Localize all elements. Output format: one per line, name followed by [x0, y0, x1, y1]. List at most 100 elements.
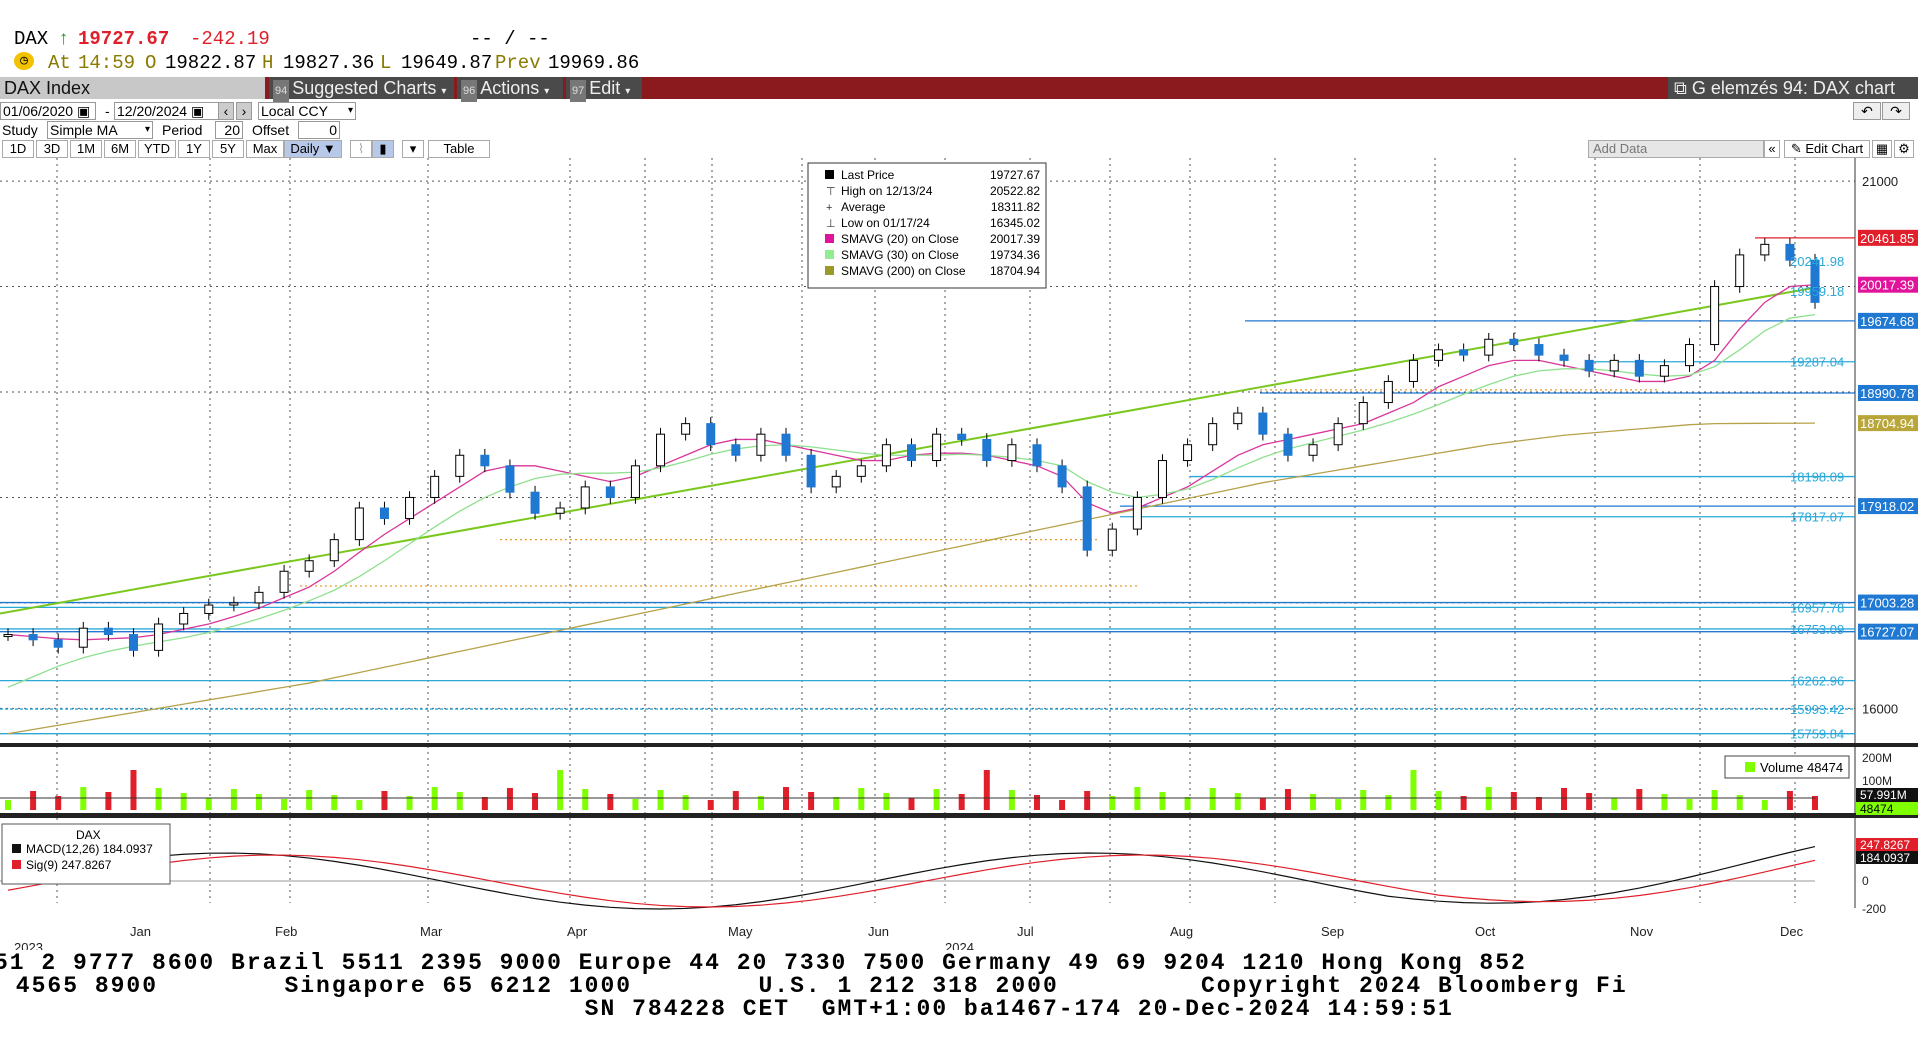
study-value: Simple MA [50, 122, 118, 138]
next-period-button[interactable]: › [236, 102, 252, 120]
price-tag-bg [1858, 229, 1918, 246]
start-date-input[interactable]: 01/06/2020 ▣ [0, 102, 96, 120]
edit-menu[interactable]: 97 Edit ▾ [566, 77, 642, 102]
tf-5y[interactable]: 5Y [212, 140, 244, 158]
level-value-label: 19959.18 [1790, 284, 1844, 299]
x-tick-label: Nov [1630, 924, 1654, 939]
candle-body [379, 507, 389, 520]
support-resistance-lines [0, 237, 1855, 735]
candle-body [1082, 486, 1092, 551]
tf-1y[interactable]: 1Y [178, 140, 210, 158]
study-select[interactable]: Simple MA ▾ [47, 121, 153, 139]
volume-bar [607, 794, 614, 810]
volume-bar [1360, 790, 1367, 810]
volume-bar [406, 796, 413, 810]
candle-body [681, 423, 691, 435]
level-value-label: 16957.78 [1790, 600, 1844, 615]
legend-value: 18704.94 [990, 264, 1040, 278]
legend-swatch [825, 266, 834, 275]
collapse-button[interactable]: « [1764, 140, 1780, 158]
tf-6m[interactable]: 6M [104, 140, 136, 158]
period-input[interactable]: 20 [215, 121, 243, 139]
end-date-input[interactable]: 12/20/2024 ▣ [114, 102, 220, 120]
volume-bar [5, 800, 11, 810]
tf-1m[interactable]: 1M [70, 140, 102, 158]
x-tick-label: 2024 [945, 940, 974, 950]
candle-body [53, 639, 63, 648]
legend-swatch [825, 250, 834, 259]
suggested-charts-menu[interactable]: 94 Suggested Charts ▾ [269, 77, 454, 102]
tf-max[interactable]: Max [246, 140, 284, 158]
legend-value: 16345.02 [990, 216, 1040, 230]
tf-1d[interactable]: 1D [2, 140, 34, 158]
currency-select[interactable]: Local CCY ▾ [258, 102, 356, 120]
candle-body [530, 491, 540, 514]
volume-bar [1661, 794, 1668, 810]
candle-body [304, 560, 314, 572]
chart-settings-button[interactable]: ▦ [1872, 140, 1892, 158]
currency-value: Local CCY [261, 103, 328, 119]
candle-body [881, 444, 891, 467]
actions-label: Actions [480, 78, 540, 98]
candle-body [831, 475, 841, 488]
candle-body [1308, 444, 1318, 456]
price-tag: 19674.68 [1860, 314, 1914, 329]
level-value-label: 15993.42 [1790, 702, 1844, 717]
price-tag-bg [1858, 623, 1918, 640]
chart-title-tab[interactable]: ⧉ G elemzés 94: DAX chart [1668, 77, 1918, 99]
price-tag-bg [1858, 312, 1918, 329]
volume-bar [1259, 798, 1266, 810]
price-tag: 17003.28 [1860, 596, 1914, 611]
calendar-icon: ▣ [190, 103, 205, 119]
tf-ytd[interactable]: YTD [138, 140, 176, 158]
volume-bar [306, 790, 313, 810]
calendar-icon: ▣ [76, 103, 91, 119]
candle-body [1258, 412, 1268, 435]
palette-icon: ▦ [1875, 141, 1889, 156]
x-tick-label: Oct [1475, 924, 1496, 939]
actions-menu[interactable]: 96 Actions ▾ [457, 77, 563, 102]
legend-label: SMAVG (200) on Close [841, 264, 966, 278]
candle-body [1032, 444, 1042, 467]
legend-value: 19727.67 [990, 168, 1040, 182]
prev-period-button[interactable]: ‹ [218, 102, 234, 120]
price-tag: 20461.85 [1860, 231, 1914, 246]
signal-swatch [12, 860, 21, 869]
dax-chart[interactable]: 21000 16000 20461.85 20241.98 19959.18 20017.… [0, 158, 1918, 950]
edit-chart-button[interactable]: ✎ Edit Chart [1784, 140, 1870, 158]
frequency-select[interactable]: Daily ▼ [284, 140, 342, 158]
study-row: Study Simple MA ▾ Period 20 Offset 0 [0, 121, 1918, 139]
candle-body [154, 623, 164, 651]
line-type-button[interactable]: ⌇ [350, 140, 372, 158]
candle-body [1132, 496, 1142, 530]
ticker-line-3: SN 784228 CET GMT+1:00 ba1467-174 20-Dec… [0, 996, 1454, 1022]
gear-button[interactable]: ⚙ [1894, 140, 1914, 158]
candle-icon: ▮ [379, 141, 387, 156]
actions-badge: 96 [461, 80, 478, 102]
candle-type-button[interactable]: ▮ [372, 140, 394, 158]
volume-bar [1736, 795, 1743, 810]
chevron-right-icon: › [241, 103, 247, 119]
add-data-input[interactable]: Add Data [1588, 140, 1764, 158]
macd-tick: -200 [1862, 902, 1886, 916]
candle-body [128, 634, 138, 651]
undo-button[interactable]: ↶ [1853, 102, 1881, 120]
candle-body [1559, 354, 1569, 361]
volume-bar [255, 794, 262, 810]
redo-button[interactable]: ↷ [1882, 102, 1910, 120]
undo-icon: ↶ [1861, 103, 1873, 119]
table-button[interactable]: Table [428, 140, 490, 158]
legend-value: 20522.82 [990, 184, 1040, 198]
security-name[interactable]: DAX Index [0, 77, 265, 99]
tf-3d[interactable]: 3D [36, 140, 68, 158]
x-tick-label: May [728, 924, 753, 939]
volume-bar [1561, 788, 1568, 810]
volume-bar [757, 796, 764, 810]
date-separator: - [105, 103, 110, 119]
offset-input[interactable]: 0 [298, 121, 340, 139]
volume-bar [657, 790, 664, 810]
chart-type-dropdown[interactable]: ▾ [402, 140, 424, 158]
x-tick-label: Dec [1780, 924, 1804, 939]
suggested-label: Suggested Charts [292, 78, 437, 98]
candle-body [1007, 444, 1017, 462]
